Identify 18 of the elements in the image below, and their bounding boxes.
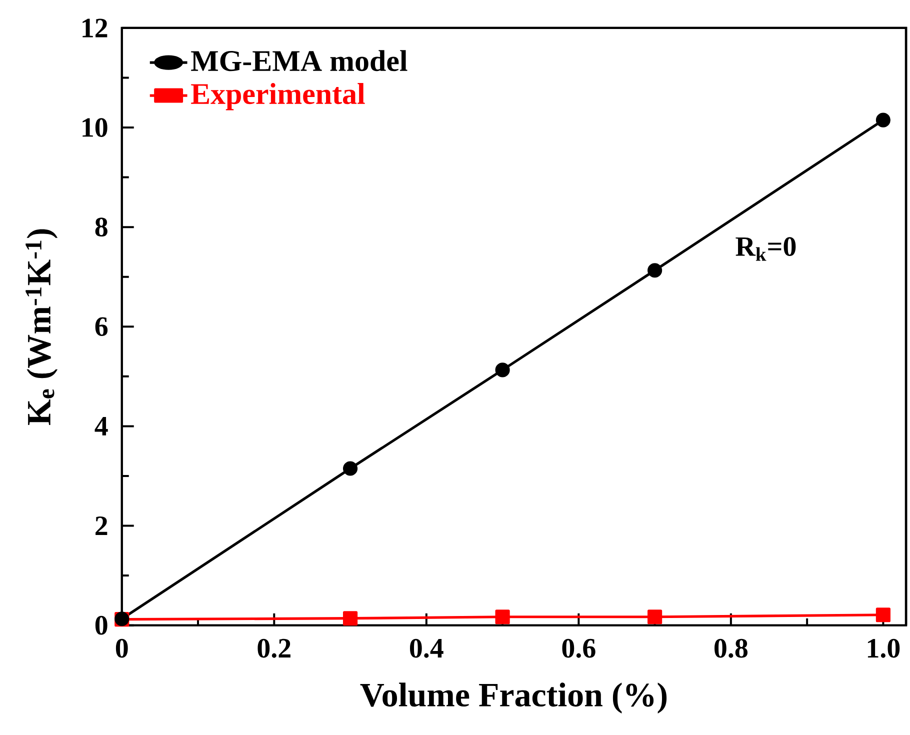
x-tick-label: 0.2 xyxy=(258,638,290,658)
y-tick-label: 4 xyxy=(94,416,108,436)
x-axis-title: Volume Fraction (%) xyxy=(360,682,667,714)
y-tick-label: 0 xyxy=(95,616,108,635)
y-tick-label: 12 xyxy=(82,18,108,38)
y-tick-label: 2 xyxy=(96,516,108,535)
x-tick-label: 1.0 xyxy=(868,638,900,658)
y-tick-label: 8 xyxy=(95,218,108,236)
x-tick-label: 0 xyxy=(116,638,128,658)
annotation: R$_{k}$=0 xyxy=(736,237,796,261)
x-tick-label: 0.6 xyxy=(562,638,596,658)
y-tick-label: 10 xyxy=(82,118,108,137)
x-tick-label: 0.8 xyxy=(714,638,748,658)
x-tick-label: 0.4 xyxy=(410,638,444,658)
y-axis-title: K$_{e}$ (Wm$^{-1}$K$^{-1}$) xyxy=(26,229,58,425)
legend-label: MG-EMA model xyxy=(191,50,408,72)
legend-label: Experimental xyxy=(191,82,365,110)
y-tick-label: 6 xyxy=(95,317,108,336)
